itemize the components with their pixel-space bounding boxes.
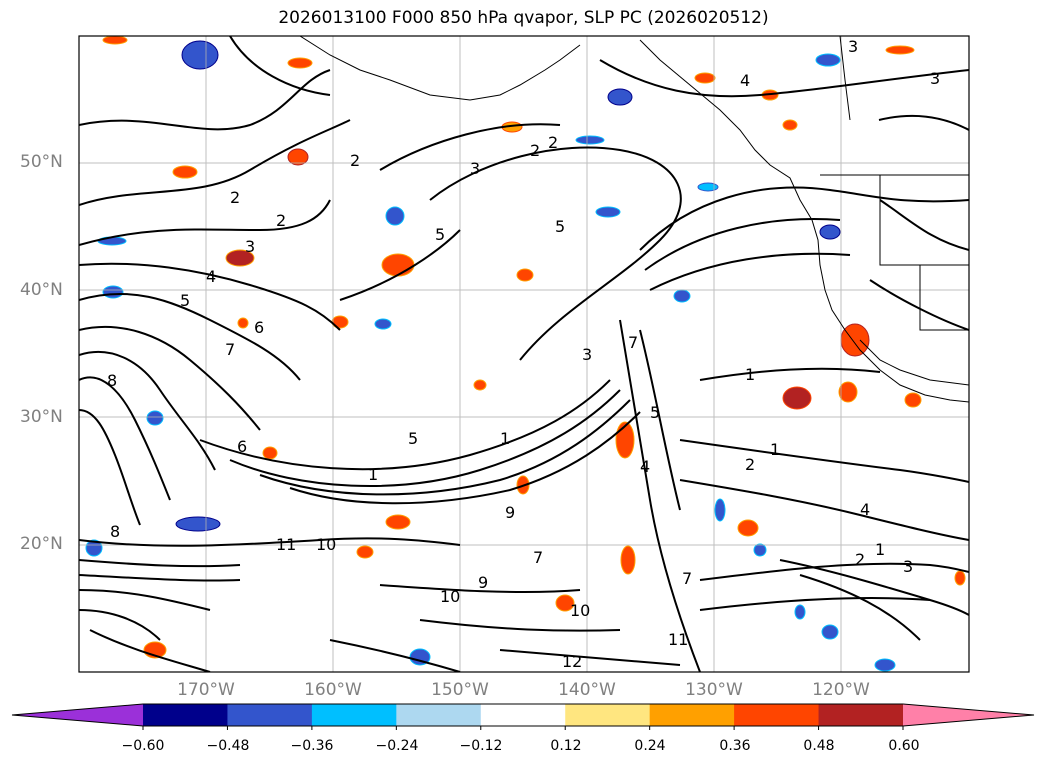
colorbar-swatch: [565, 704, 651, 726]
colorbar-swatch: [311, 704, 397, 726]
contour-label: 2: [530, 141, 540, 160]
colorbar-tick-label: −0.48: [206, 738, 250, 754]
contour-label: 5: [435, 225, 445, 244]
contour-label: 5: [555, 217, 565, 236]
contour-label: 2: [855, 550, 865, 569]
contour-label: 5: [180, 291, 190, 310]
colorbar-swatch: [396, 704, 482, 726]
lat-label-30n: 30°N: [20, 407, 63, 427]
contour-label: 3: [245, 237, 255, 256]
contour-label: 2: [230, 188, 240, 207]
lon-label-120w: 120°W: [812, 680, 870, 700]
lon-label-170w: 170°W: [177, 680, 235, 700]
contour-label: 4: [860, 500, 870, 519]
contour-label: 3: [848, 37, 858, 56]
colorbar-swatch: [649, 704, 735, 726]
contour-label: 1: [745, 365, 755, 384]
contour-label: 4: [640, 457, 650, 476]
colorbar-tick-label: −0.36: [290, 738, 334, 754]
colorbar-tick-label: 0.24: [634, 738, 666, 754]
contour-labels: 3 3 4 2 2 2 3 2 2 5 5 3 4 5 6 7 8 1 1 6 …: [107, 37, 940, 671]
colorbar-tick-label: −0.60: [121, 738, 165, 754]
lon-label-140w: 140°W: [558, 680, 616, 700]
contour-label: 6: [254, 318, 264, 337]
contour-label: 1: [770, 440, 780, 459]
contour-label: 3: [582, 345, 592, 364]
map-panel: 3 3 4 2 2 2 3 2 2 5 5 3 4 5 6 7 8 1 1 6 …: [78, 35, 970, 673]
map-title: 2026013100 F000 850 hPa qvapor, SLP PC (…: [278, 8, 769, 28]
colorbar-tick-label: 0.36: [719, 738, 751, 754]
map-frame: [78, 35, 970, 673]
colorbar-swatches: [11, 703, 1035, 727]
contour-label: 3: [930, 69, 940, 88]
contour-label: 6: [237, 437, 247, 456]
contour-label: 10: [570, 601, 590, 620]
contour-label: 7: [533, 548, 543, 567]
colorbar-outline: [11, 703, 1035, 727]
contour-label: 12: [562, 652, 582, 671]
colorbar-tick-label: 0.12: [550, 738, 582, 754]
contour-label: 4: [206, 267, 216, 286]
contour-label: 2: [276, 211, 286, 230]
coastlines: [299, 36, 969, 403]
contour-label: 1: [875, 540, 885, 559]
contour-label: 7: [225, 340, 235, 359]
colorbar-swatch: [480, 704, 566, 726]
colorbar-tick-label: −0.12: [459, 738, 503, 754]
contour-label: 5: [408, 429, 418, 448]
colorbar-extend-high: [903, 704, 1034, 726]
contour-label: 10: [316, 535, 336, 554]
map-gridlines: [79, 36, 969, 672]
contour-label: 11: [668, 630, 688, 649]
contour-label: 7: [628, 333, 638, 352]
contour-label: 2: [350, 151, 360, 170]
contour-label: 7: [682, 569, 692, 588]
moisture-blobs: [85, 36, 966, 672]
lat-label-20n: 20°N: [20, 534, 63, 554]
colorbar-tick-label: −0.24: [375, 738, 419, 754]
lon-label-130w: 130°W: [685, 680, 743, 700]
lat-label-40n: 40°N: [20, 280, 63, 300]
contour-label: 4: [740, 71, 750, 90]
colorbar-swatch: [818, 704, 904, 726]
colorbar-swatch: [734, 704, 820, 726]
colorbar-extend-low: [12, 704, 143, 726]
contour-label: 11: [276, 535, 296, 554]
colorbar-ticks: [142, 726, 904, 730]
contour-label: 2: [548, 133, 558, 152]
lat-label-50n: 50°N: [20, 152, 63, 172]
contour-label: 3: [470, 159, 480, 178]
contour-label: 9: [478, 573, 488, 592]
colorbar-tick-label: 0.48: [803, 738, 835, 754]
contour-label: 9: [505, 503, 515, 522]
colorbar-swatch: [143, 704, 228, 726]
contour-label: 2: [745, 455, 755, 474]
contour-label: 1: [500, 429, 510, 448]
colorbar-swatch: [227, 704, 313, 726]
lon-label-150w: 150°W: [431, 680, 489, 700]
contour-label: 10: [440, 587, 460, 606]
contour-label: 3: [903, 557, 913, 576]
contour-label: 1: [368, 465, 378, 484]
colorbar-tick-label: 0.60: [888, 738, 920, 754]
contour-label: 5: [650, 403, 660, 422]
lon-label-160w: 160°W: [304, 680, 362, 700]
contour-label: 8: [107, 371, 117, 390]
slp-contours: [79, 36, 969, 672]
contour-label: 8: [110, 522, 120, 541]
